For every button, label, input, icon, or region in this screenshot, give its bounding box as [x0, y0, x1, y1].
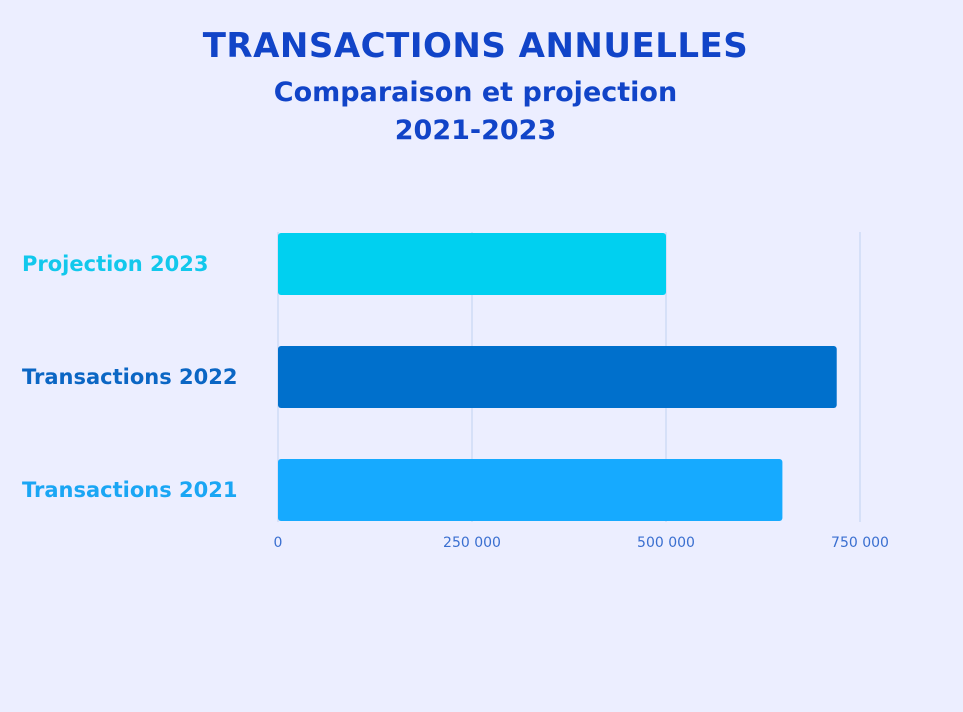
x-tick-label: 0 [274, 535, 283, 551]
bar-transactions-2022 [278, 346, 837, 408]
category-labels: Projection 2023 Transactions 2022 Transact… [22, 252, 238, 502]
bars [278, 233, 837, 521]
x-tick-labels: 0 250 000 500 000 750 000 [274, 535, 889, 551]
title-block: TRANSACTIONS ANNUELLES Comparaison et pr… [0, 24, 963, 150]
x-tick-label: 750 000 [831, 535, 889, 551]
category-label: Transactions 2021 [22, 478, 238, 502]
category-label: Projection 2023 [22, 252, 208, 276]
chart-subtitle-years: 2021-2023 [394, 115, 557, 146]
chart-title: TRANSACTIONS ANNUELLES [202, 26, 749, 66]
category-label: Transactions 2022 [22, 365, 238, 389]
x-tick-label: 500 000 [637, 535, 695, 551]
chart-subtitle: Comparaison et projection [273, 77, 678, 108]
bar-transactions-2021 [278, 459, 783, 521]
bar-projection-2023 [278, 233, 666, 295]
x-tick-label: 250 000 [443, 535, 501, 551]
